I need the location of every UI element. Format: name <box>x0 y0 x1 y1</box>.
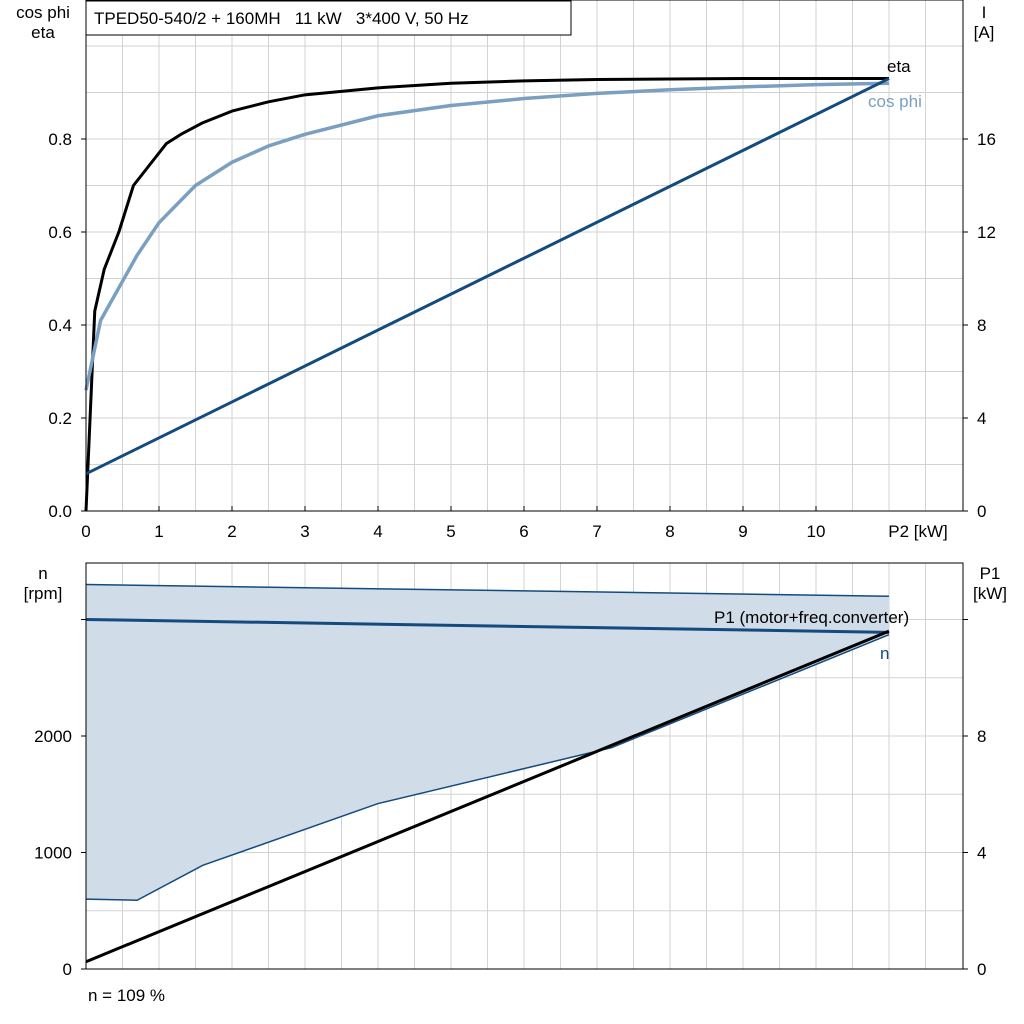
bottom-left-tick-label: 1000 <box>34 844 72 863</box>
x-tick-label: 4 <box>373 522 382 541</box>
speed-range-area <box>86 584 889 901</box>
bottom-left-tick-label: 0 <box>63 960 72 979</box>
top-right-tick-label: 4 <box>977 409 986 428</box>
top-x-axis-label: P2 [kW] <box>888 522 948 541</box>
top-left-tick-label: 0.6 <box>48 223 72 242</box>
p1-line <box>85 629 890 964</box>
axis-label-line: n <box>38 564 47 583</box>
x-tick-label: 2 <box>227 522 236 541</box>
top-right-tick-label: 0 <box>977 502 986 521</box>
bottom-right-tick-label: 8 <box>977 727 986 746</box>
bottom-plot-frame <box>85 562 964 970</box>
cos-phi-curve <box>84 81 890 391</box>
axis-label-line: I <box>982 3 987 22</box>
bottom-plot-ticks: 0 1000 2000 0 4 8 <box>34 619 986 979</box>
x-tick-label: 0 <box>81 522 90 541</box>
top-left-axis-label: cos phi eta <box>16 3 70 42</box>
axis-label-line: [A] <box>974 23 995 42</box>
top-left-tick-label: 0.2 <box>48 409 72 428</box>
x-tick-label: 3 <box>300 522 309 541</box>
top-left-tick-label: 0.4 <box>48 316 72 335</box>
axis-label-line: [rpm] <box>24 584 63 603</box>
x-tick-label: 10 <box>807 522 826 541</box>
axis-label-line: P1 <box>980 564 1001 583</box>
p1-series-label: P1 (motor+freq.converter) <box>714 608 909 627</box>
bottom-left-axis-label: n [rpm] <box>24 564 63 603</box>
top-left-tick-label: 0.0 <box>48 502 72 521</box>
bottom-left-tick-label: 2000 <box>34 727 72 746</box>
top-right-tick-label: 12 <box>977 223 996 242</box>
speed-percentage-note: n = 109 % <box>88 986 165 1005</box>
top-right-axis-label: I [A] <box>974 3 995 42</box>
cos-phi-series-label: cos phi <box>868 92 922 111</box>
speed-range-band <box>85 583 890 902</box>
top-left-tick-label: 0.8 <box>48 130 72 149</box>
x-tick-label: 5 <box>446 522 455 541</box>
top-right-tick-label: 16 <box>977 130 996 149</box>
axis-label-line: cos phi <box>16 3 70 22</box>
x-tick-label: 1 <box>154 522 163 541</box>
current-line <box>85 77 890 476</box>
bottom-right-axis-label: P1 [kW] <box>973 564 1007 603</box>
speed-range-lower-line <box>85 633 890 902</box>
speed-line <box>85 618 890 634</box>
eta-series-label: eta <box>887 57 911 76</box>
x-tick-label: 8 <box>665 522 674 541</box>
bottom-right-tick-label: 0 <box>977 960 986 979</box>
top-right-tick-label: 8 <box>977 316 986 335</box>
top-plot-series <box>84 77 890 512</box>
eta-curve <box>84 77 889 512</box>
chart-title: TPED50-540/2 + 160MH 11 kW 3*400 V, 50 H… <box>94 9 469 28</box>
axis-label-line: eta <box>31 23 55 42</box>
x-tick-label: 6 <box>519 522 528 541</box>
title-box <box>85 0 572 36</box>
bottom-right-tick-label: 4 <box>977 844 986 863</box>
axis-label-line: [kW] <box>973 584 1007 603</box>
bottom-plot-series <box>85 618 890 964</box>
x-tick-label: 9 <box>738 522 747 541</box>
speed-range-upper-line <box>85 583 890 597</box>
x-tick-label: 7 <box>592 522 601 541</box>
top-plot-grid <box>86 0 963 511</box>
speed-series-label: n <box>880 644 889 663</box>
